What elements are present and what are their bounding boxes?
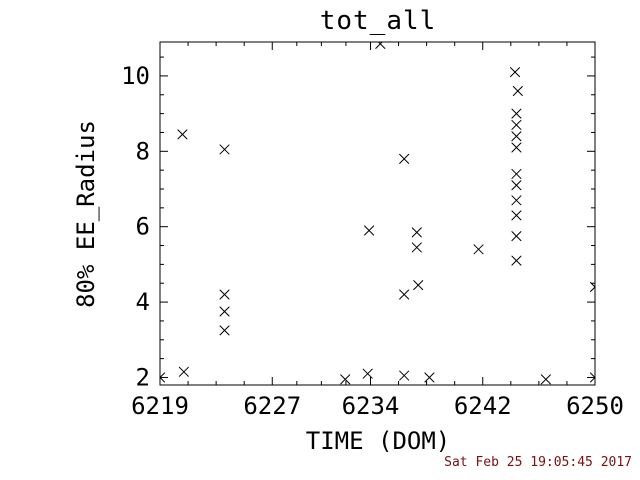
x-tick-label: 6234: [342, 392, 400, 420]
y-tick-label: 4: [136, 288, 150, 316]
y-tick-label: 2: [136, 363, 150, 391]
y-tick-label: 6: [136, 213, 150, 241]
x-tick-label: 6227: [243, 392, 301, 420]
y-tick-label: 8: [136, 137, 150, 165]
x-axis-label: TIME (DOM): [305, 427, 451, 455]
y-tick-label: 10: [121, 62, 150, 90]
x-tick-label: 6250: [566, 392, 624, 420]
chart-title: tot_all: [319, 6, 437, 36]
x-tick-label: 6219: [131, 392, 189, 420]
x-tick-label: 6242: [454, 392, 512, 420]
timestamp: Sat Feb 25 19:05:45 2017: [444, 455, 632, 470]
data-points: [160, 42, 595, 385]
